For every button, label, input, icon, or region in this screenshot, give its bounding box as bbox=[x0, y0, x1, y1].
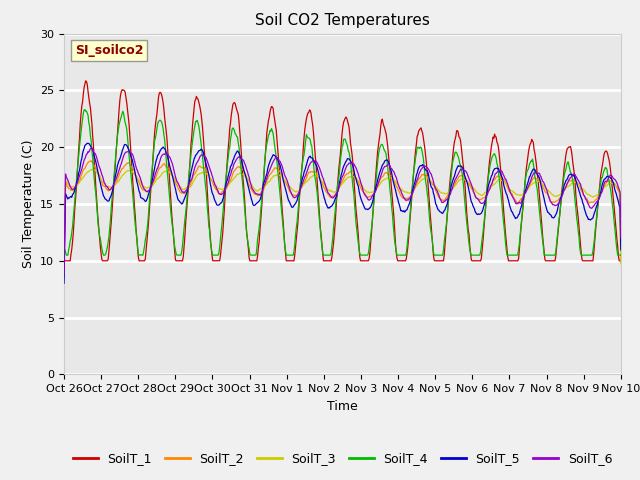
X-axis label: Time: Time bbox=[327, 400, 358, 413]
Y-axis label: Soil Temperature (C): Soil Temperature (C) bbox=[22, 140, 35, 268]
Legend: SoilT_1, SoilT_2, SoilT_3, SoilT_4, SoilT_5, SoilT_6: SoilT_1, SoilT_2, SoilT_3, SoilT_4, Soil… bbox=[68, 447, 617, 470]
Text: SI_soilco2: SI_soilco2 bbox=[75, 44, 143, 57]
Title: Soil CO2 Temperatures: Soil CO2 Temperatures bbox=[255, 13, 430, 28]
